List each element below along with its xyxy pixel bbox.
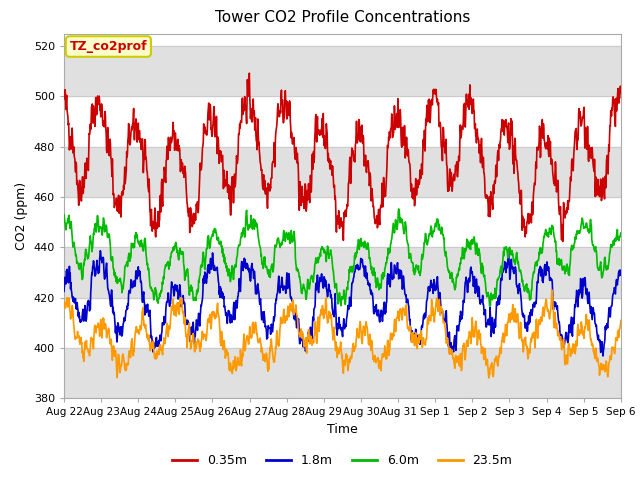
X-axis label: Time: Time bbox=[327, 423, 358, 436]
Bar bbox=[64, 46, 621, 96]
Text: TZ_co2prof: TZ_co2prof bbox=[70, 40, 147, 53]
Bar bbox=[64, 147, 621, 197]
Bar bbox=[64, 348, 621, 398]
Title: Tower CO2 Profile Concentrations: Tower CO2 Profile Concentrations bbox=[214, 11, 470, 25]
Y-axis label: CO2 (ppm): CO2 (ppm) bbox=[15, 182, 28, 250]
Bar bbox=[64, 248, 621, 298]
Legend: 0.35m, 1.8m, 6.0m, 23.5m: 0.35m, 1.8m, 6.0m, 23.5m bbox=[167, 449, 518, 472]
